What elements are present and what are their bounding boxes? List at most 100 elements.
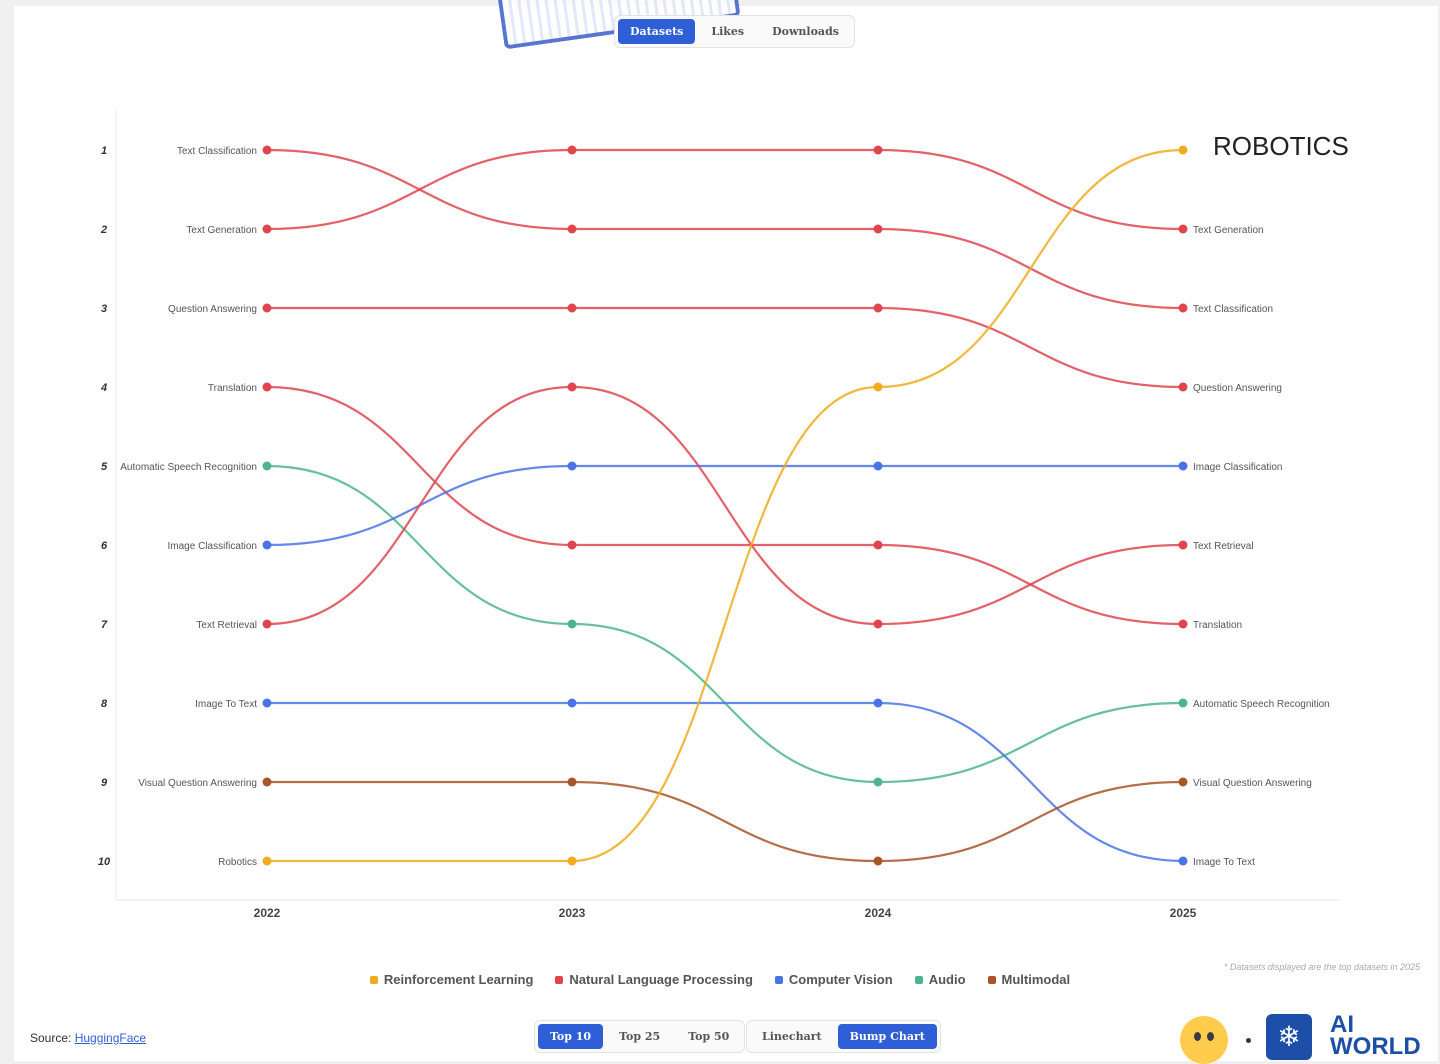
series-label-start: Text Classification <box>177 146 257 157</box>
data-point <box>873 856 883 866</box>
data-point <box>262 698 272 708</box>
source-credit: Source: HuggingFace <box>30 1031 146 1045</box>
series-label-end: Image Classification <box>1193 462 1282 473</box>
y-tick-label: 8 <box>101 698 108 710</box>
data-point <box>567 145 577 155</box>
series-label-start: Visual Question Answering <box>138 778 257 789</box>
series-line <box>267 701 1184 863</box>
ai-world-wordmark: AI WORLD <box>1330 1011 1421 1059</box>
metric-toggle-group: Datasets Likes Downloads <box>614 15 855 48</box>
top-top-25-button[interactable]: Top 25 <box>619 1030 661 1043</box>
data-point <box>262 382 272 392</box>
series-label-end: Image To Text <box>1193 857 1255 868</box>
data-point <box>567 856 577 866</box>
series-label-end: Text Classification <box>1193 304 1273 315</box>
series-label-end: Translation <box>1193 620 1242 631</box>
series-line <box>266 306 1184 389</box>
data-point <box>567 619 577 629</box>
series-label-start: Question Answering <box>168 304 257 315</box>
series-label-end: Automatic Speech Recognition <box>1193 699 1330 710</box>
x-tick-label: 2022 <box>254 906 281 920</box>
data-point <box>1178 777 1188 787</box>
data-point <box>567 461 577 471</box>
data-point <box>1178 461 1188 471</box>
bump-chart: 1 2 3 4 5 6 7 8 9 10 2022 2023 2024 2025 Text Classif… <box>98 110 1349 920</box>
x-tick-label: 2024 <box>865 906 892 920</box>
x-tick-label: 2023 <box>559 906 586 920</box>
data-point <box>262 303 272 313</box>
y-tick-label: 7 <box>101 619 108 631</box>
series-label-start: Image To Text <box>195 699 257 710</box>
legend-swatch <box>987 975 996 984</box>
legend-label: Reinforcement Learning <box>383 972 534 987</box>
legend-swatch <box>774 975 783 984</box>
data-point <box>262 224 272 234</box>
chart-legend: Reinforcement Learning Natural Language P… <box>0 972 1440 987</box>
data-point <box>567 540 577 550</box>
footnote: * Datasets displayed are the top dataset… <box>1223 962 1420 972</box>
y-tick-label: 1 <box>101 145 107 157</box>
data-point <box>1178 856 1188 866</box>
series-label-start: Translation <box>208 383 257 394</box>
metric-downloads-button[interactable]: Downloads <box>772 25 839 38</box>
legend-item[interactable]: Computer Vision <box>774 972 893 987</box>
data-point <box>262 540 272 550</box>
data-point <box>873 461 883 471</box>
data-point <box>873 698 883 708</box>
series-line <box>266 148 1184 310</box>
data-point <box>1178 303 1188 313</box>
y-tick-label: 2 <box>100 224 107 236</box>
data-point <box>1178 540 1188 550</box>
legend-item[interactable]: Audio <box>914 972 966 987</box>
view-bump-chart-button[interactable]: Bump Chart <box>837 1024 937 1049</box>
top-top-10-button[interactable]: Top 10 <box>538 1024 604 1049</box>
legend-swatch <box>914 975 923 984</box>
legend-label: Multimodal <box>1001 972 1071 987</box>
logo-line1: AI <box>1330 1011 1354 1038</box>
data-point <box>873 303 883 313</box>
data-point <box>262 777 272 787</box>
series-label-start: Text Generation <box>186 225 257 236</box>
data-point <box>1178 382 1188 392</box>
series-label-start: Text Retrieval <box>196 620 257 631</box>
ai-world-logo-icon: ❄ <box>1266 1014 1312 1060</box>
data-point <box>1178 145 1188 155</box>
logos: ❄ AI WORLD <box>1176 1011 1440 1064</box>
data-point <box>1178 224 1188 234</box>
series-label-end: Visual Question Answering <box>1193 778 1312 789</box>
data-point <box>262 856 272 866</box>
metric-datasets-button[interactable]: Datasets <box>618 19 696 44</box>
y-tick-label: 4 <box>100 382 107 394</box>
data-point <box>873 145 883 155</box>
data-point <box>873 540 883 550</box>
data-point <box>873 619 883 629</box>
series-label-end: Text Retrieval <box>1193 541 1254 552</box>
series-label-start: Robotics <box>218 857 257 868</box>
huggingface-logo-icon <box>1180 1016 1228 1064</box>
metric-likes-button[interactable]: Likes <box>711 25 745 38</box>
series-label-start: Image Classification <box>168 541 257 552</box>
view-linechart-button[interactable]: Linechart <box>762 1030 822 1043</box>
top-top-50-button[interactable]: Top 50 <box>688 1030 730 1043</box>
separator-dot <box>1246 1038 1251 1043</box>
data-point <box>1178 698 1188 708</box>
legend-item[interactable]: Natural Language Processing <box>555 972 753 987</box>
data-point <box>873 224 883 234</box>
series-line <box>266 148 1184 231</box>
y-tick-label: 3 <box>101 303 107 315</box>
legend-swatch <box>369 975 378 984</box>
legend-item[interactable]: Multimodal <box>987 972 1071 987</box>
source-label: Source: <box>30 1031 72 1045</box>
data-point <box>873 777 883 787</box>
y-tick-label: 10 <box>98 856 111 868</box>
robotics-annotation: ROBOTICS <box>1213 131 1349 161</box>
source-link[interactable]: HuggingFace <box>74 1031 147 1045</box>
y-tick-label: 9 <box>101 777 108 789</box>
legend-swatch <box>555 975 564 984</box>
data-point <box>262 145 272 155</box>
series-line <box>267 148 1184 863</box>
series-label-end: Text Generation <box>1193 225 1264 236</box>
legend-label: Natural Language Processing <box>569 972 753 987</box>
legend-item[interactable]: Reinforcement Learning <box>369 972 534 987</box>
series-label-end: Question Answering <box>1193 383 1282 394</box>
